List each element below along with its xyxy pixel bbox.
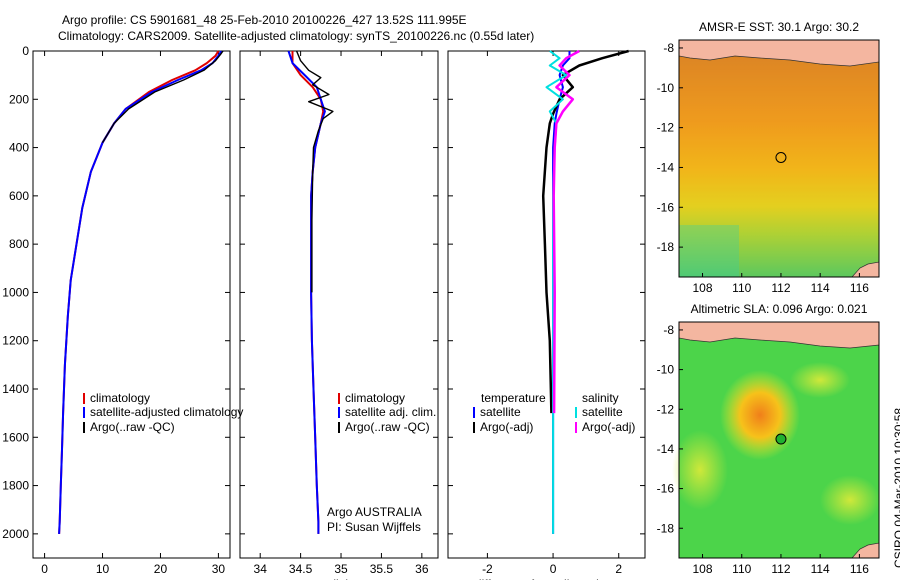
depth-tick-label: 0 (22, 44, 29, 58)
diff-legend-temp-title: temperature (481, 391, 546, 405)
sst-map-ytick-label: -16 (657, 200, 675, 214)
salinity-profile-xtick-label: 34 (254, 562, 268, 576)
temperature-profile-series-2 (101, 50, 224, 144)
diff-legend-temp-argo-label: Argo(-adj) (480, 420, 533, 434)
sla-map-argo-marker (775, 433, 787, 445)
sal-legend-clim-label: climatology (345, 391, 405, 405)
diff-legend-temp-sat-label: satellite (480, 405, 521, 419)
diff-legend-sal-argo-label: Argo(-adj) (582, 420, 635, 434)
sst-map-ytick-label: -18 (657, 240, 675, 254)
sla-map-xtick-label: 112 (771, 562, 790, 576)
temp-legend-argo-label: Argo(..raw -QC) (90, 420, 175, 434)
sst-map-argo-marker (775, 152, 787, 164)
sla-map-title: Altimetric SLA: 0.096 Argo: 0.021 (691, 302, 868, 316)
diff-legend-sal-title: salinity (582, 391, 619, 405)
sst-map-title: AMSR-E SST: 30.1 Argo: 30.2 (699, 20, 859, 34)
depth-tick-label: 1600 (2, 430, 29, 444)
difference-profile-series-1 (541, 49, 629, 414)
temp-legend-sat-label: satellite-adjusted climatology (90, 405, 243, 419)
depth-tick-label: 2000 (2, 527, 29, 541)
diff-legend-sal-sat-label: satellite (582, 405, 623, 419)
depth-tick-label: 600 (9, 189, 29, 203)
sst-map-ytick-label: -8 (663, 41, 674, 55)
depth-tick-label: 1400 (2, 382, 29, 396)
sla-map-xtick-label: 114 (811, 562, 830, 576)
depth-tick-label: 1000 (2, 285, 29, 299)
depth-tick-label: 1800 (2, 479, 29, 493)
sst-map-area (678, 39, 880, 278)
depth-tick-label: 800 (9, 237, 29, 251)
salinity-profile-series-2 (295, 50, 334, 293)
salinity-axes (239, 50, 439, 559)
depth-tick-label: 400 (9, 141, 29, 155)
sla-map-ytick-label: -18 (657, 521, 675, 535)
sst-map-ytick-label: -10 (657, 81, 675, 95)
sal-annotation-line2: PI: Susan Wijffels (327, 520, 421, 534)
figure-title-line1: Argo profile: CS 5901681_48 25-Feb-2010 … (62, 13, 467, 27)
sal-legend-argo-label: Argo(..raw -QC) (345, 420, 430, 434)
figure-title-line2: Climatology: CARS2009. Satellite-adjuste… (58, 29, 535, 43)
sst-map-xtick-label: 116 (850, 281, 869, 295)
difference-profile-xtick-label: 0 (550, 562, 557, 576)
depth-tick-label: 1200 (2, 334, 29, 348)
sst-map-xtick-label: 108 (693, 281, 713, 295)
salinity-profile-xlabel: salinity (321, 577, 358, 580)
temperature-profile-xtick-label: 20 (154, 562, 168, 576)
sla-map-ytick-label: -14 (657, 442, 675, 456)
salinity-profile-xtick-label: 36 (415, 562, 429, 576)
sla-map-ytick-label: -12 (657, 402, 675, 416)
sst-map-ytick-label: -14 (657, 160, 675, 174)
sst-map-xtick-label: 110 (732, 281, 751, 295)
temperature-profile-xtick-label: 10 (96, 562, 110, 576)
temperature-profile-xtick-label: 30 (212, 562, 226, 576)
salinity-profile-xtick-label: 35.5 (370, 562, 394, 576)
sla-map-ytick-label: -8 (663, 323, 674, 337)
sla-map-xtick-label: 108 (693, 562, 713, 576)
sla-map-ytick-label: -10 (657, 363, 675, 377)
difference-profile-xtick-label: -2 (482, 562, 493, 576)
temperature-profile-xtick-label: 0 (41, 562, 48, 576)
sal-legend-sat-label: satellite adj. clim. (345, 405, 436, 419)
sst-map-ytick-label: -12 (657, 121, 675, 135)
sla-map-frame (678, 321, 880, 559)
salinity-profile-xtick-label: 35 (334, 562, 348, 576)
sla-map-ytick-label: -16 (657, 482, 675, 496)
difference-profile-xlabel: difference from climatology (475, 577, 618, 580)
sst-map-xtick-label: 114 (811, 281, 830, 295)
difference-profile-series-3 (552, 49, 580, 414)
temperature-profile-series-1 (58, 50, 223, 534)
temperature-axes (32, 50, 231, 559)
depth-tick-label: 200 (9, 92, 29, 106)
salinity-profile-xtick-label: 34.5 (289, 562, 313, 576)
sla-map-xtick-label: 110 (732, 562, 751, 576)
difference-profile-xtick-label: 2 (615, 562, 622, 576)
sst-map-frame (678, 39, 880, 278)
temperature-profile-xlabel: temperature (99, 577, 164, 580)
sal-annotation-line1: Argo AUSTRALIA (327, 505, 422, 519)
temp-legend-clim-label: climatology (90, 391, 150, 405)
sla-map-xtick-label: 116 (850, 562, 869, 576)
sst-map-xtick-label: 112 (771, 281, 790, 295)
